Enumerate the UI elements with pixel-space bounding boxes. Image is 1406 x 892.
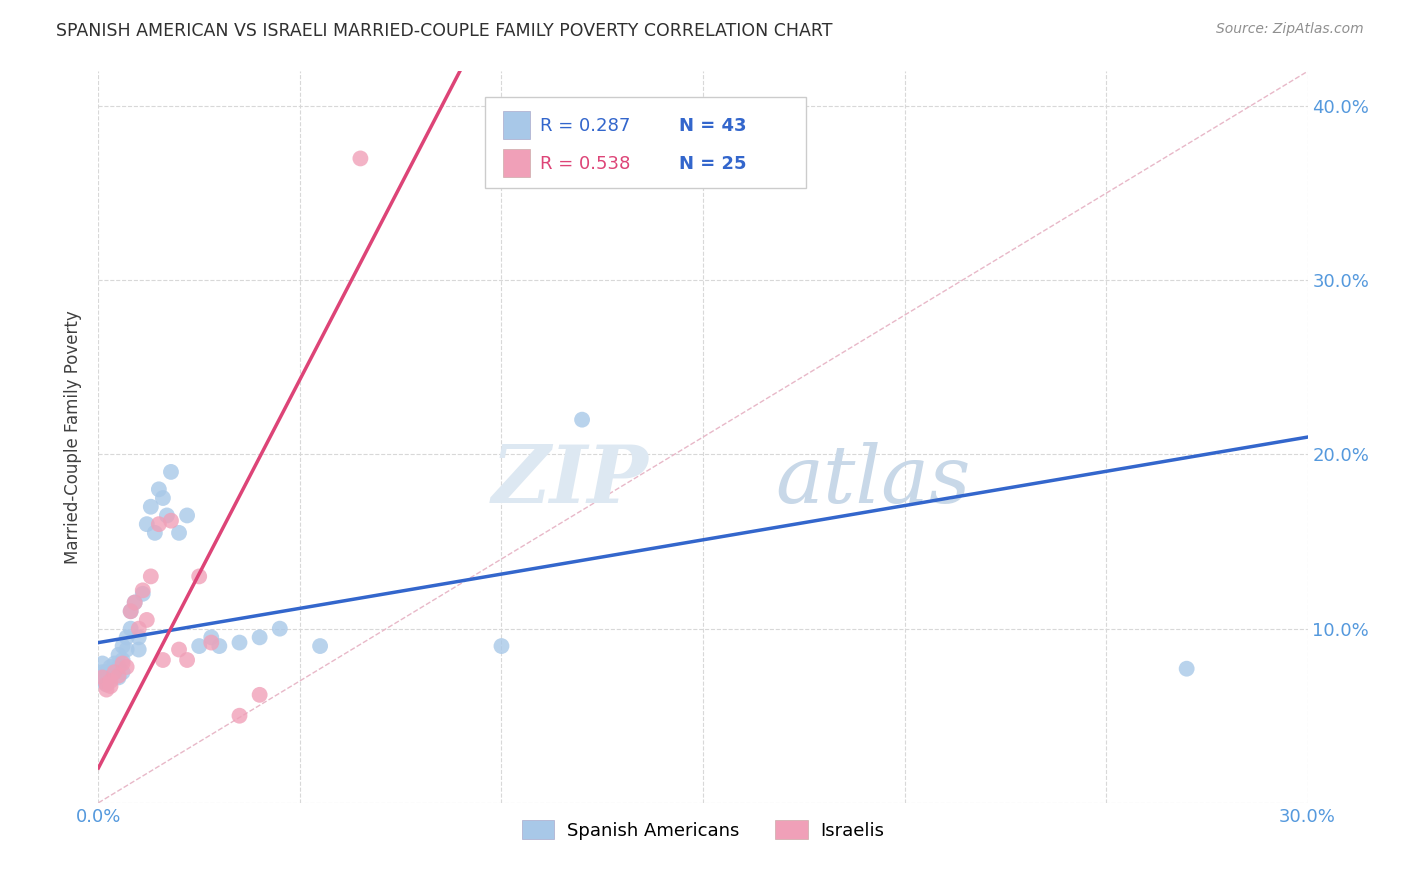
- Point: [200, 635, 222, 649]
- Point: [249, 688, 271, 702]
- Point: [107, 660, 129, 674]
- Point: [96, 677, 118, 691]
- Point: [135, 613, 157, 627]
- Point: [111, 657, 134, 671]
- Point: [188, 639, 211, 653]
- Point: [143, 525, 166, 540]
- Point: [152, 653, 174, 667]
- Point: [160, 465, 183, 479]
- Point: [200, 631, 222, 645]
- Point: [571, 412, 593, 426]
- Point: [100, 660, 122, 674]
- Point: [139, 569, 162, 583]
- Point: [124, 595, 146, 609]
- Point: [111, 653, 134, 667]
- Point: [128, 631, 150, 645]
- Point: [124, 595, 146, 609]
- Point: [148, 517, 170, 532]
- Point: [167, 525, 190, 540]
- Point: [135, 517, 157, 532]
- Point: [96, 665, 118, 680]
- Point: [167, 642, 190, 657]
- Point: [160, 514, 183, 528]
- Text: R = 0.287: R = 0.287: [540, 117, 630, 135]
- Point: [152, 491, 174, 505]
- Point: [228, 708, 250, 723]
- Point: [132, 587, 155, 601]
- Point: [249, 631, 271, 645]
- Point: [491, 639, 513, 653]
- Point: [91, 673, 114, 688]
- Point: [176, 653, 198, 667]
- Point: [156, 508, 179, 523]
- Y-axis label: Married-Couple Family Poverty: Married-Couple Family Poverty: [65, 310, 83, 564]
- FancyBboxPatch shape: [503, 149, 530, 177]
- Point: [100, 668, 122, 682]
- Point: [100, 679, 122, 693]
- Point: [103, 665, 125, 680]
- Point: [96, 677, 118, 691]
- Point: [128, 642, 150, 657]
- Point: [269, 622, 291, 636]
- Point: [148, 483, 170, 497]
- Point: [107, 670, 129, 684]
- Point: [208, 639, 231, 653]
- Point: [115, 660, 138, 674]
- Point: [107, 668, 129, 682]
- Point: [96, 670, 118, 684]
- Point: [111, 665, 134, 680]
- FancyBboxPatch shape: [485, 97, 806, 188]
- Point: [115, 642, 138, 657]
- Point: [139, 500, 162, 514]
- FancyBboxPatch shape: [503, 112, 530, 139]
- Point: [91, 657, 114, 671]
- Text: ZIP: ZIP: [492, 442, 648, 520]
- Point: [188, 569, 211, 583]
- Point: [120, 604, 142, 618]
- Point: [128, 622, 150, 636]
- Point: [309, 639, 332, 653]
- Point: [115, 631, 138, 645]
- Text: atlas: atlas: [776, 442, 972, 520]
- Point: [228, 635, 250, 649]
- Text: R = 0.538: R = 0.538: [540, 154, 630, 173]
- Point: [1175, 662, 1198, 676]
- Text: N = 25: N = 25: [679, 154, 747, 173]
- Legend: Spanish Americans, Israelis: Spanish Americans, Israelis: [513, 811, 893, 848]
- Point: [176, 508, 198, 523]
- Point: [91, 665, 114, 680]
- Point: [107, 648, 129, 662]
- Point: [111, 639, 134, 653]
- Text: SPANISH AMERICAN VS ISRAELI MARRIED-COUPLE FAMILY POVERTY CORRELATION CHART: SPANISH AMERICAN VS ISRAELI MARRIED-COUP…: [56, 22, 832, 40]
- Point: [91, 670, 114, 684]
- Point: [96, 682, 118, 697]
- Text: Source: ZipAtlas.com: Source: ZipAtlas.com: [1216, 22, 1364, 37]
- Text: N = 43: N = 43: [679, 117, 747, 135]
- Point: [132, 583, 155, 598]
- Point: [103, 665, 125, 680]
- Point: [100, 673, 122, 688]
- Point: [120, 622, 142, 636]
- Point: [349, 152, 371, 166]
- Point: [103, 657, 125, 671]
- Point: [120, 604, 142, 618]
